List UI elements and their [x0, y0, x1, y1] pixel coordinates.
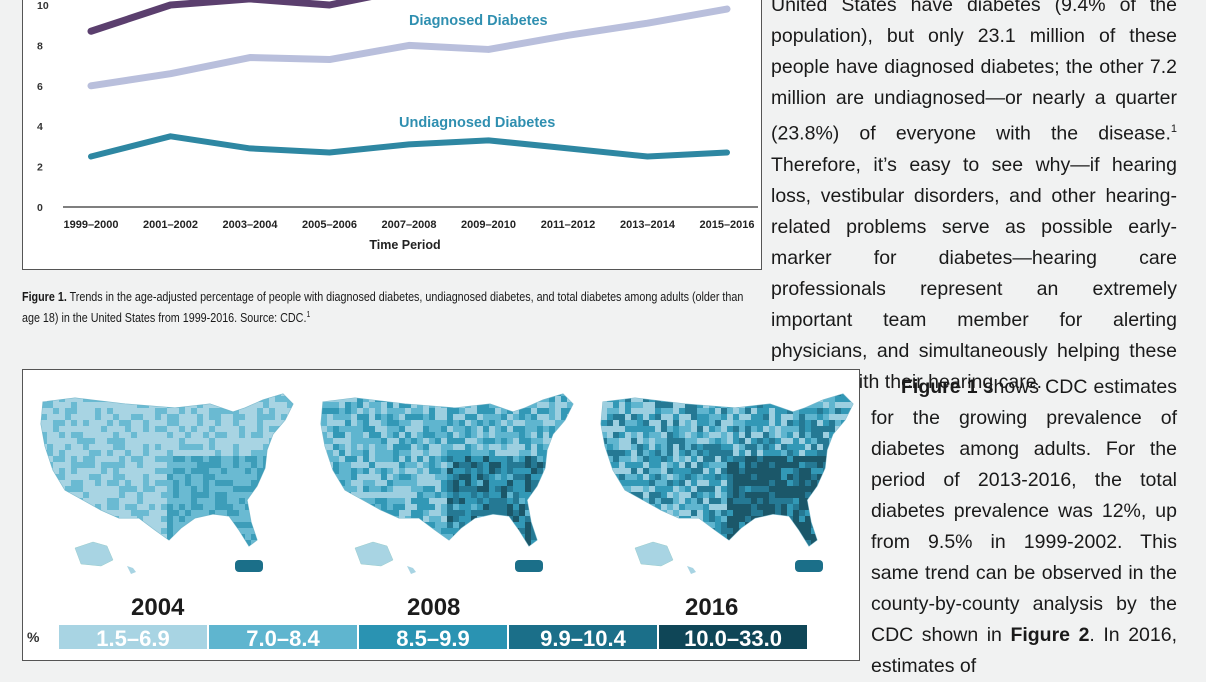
x-tick-label: 2009–2010	[461, 219, 516, 231]
puerto-rico-inset	[795, 560, 823, 572]
figure2-ref: Figure 2	[1010, 624, 1089, 646]
legend-bin-5: 10.0–33.0	[659, 625, 807, 649]
paragraph-1-text: United States have diabetes (9.4% of the…	[771, 0, 1177, 145]
caption-label: Figure 1.	[22, 290, 67, 304]
legend-bin-3-label: 8.5–9.9	[396, 626, 469, 649]
y-tick-label: 10	[37, 0, 49, 12]
figure1-ref: Figure 1	[901, 376, 978, 398]
figure2-maps: 2004 2008 2016 % 1.5–6.9 7.0–8.4 8.5–9.9…	[22, 369, 860, 661]
map-2008	[315, 390, 579, 552]
year-label-2008: 2008	[407, 594, 460, 622]
legend-bin-4: 9.9–10.4	[509, 625, 657, 649]
x-tick-label: 2001–2002	[143, 219, 198, 231]
alaska-inset	[355, 542, 393, 566]
caption-ref: 1	[306, 310, 310, 319]
y-tick-label: 6	[37, 81, 43, 93]
x-tick-label: 2015–2016	[699, 219, 754, 231]
legend-bin-1-label: 1.5–6.9	[96, 626, 169, 649]
paragraph-2: Figure 1 shows CDC estimates for the gro…	[871, 372, 1177, 682]
y-tick-label: 0	[37, 202, 43, 214]
figure1-chart: 0 2 4 6 8 10 1999–2000 2001–2002 2003–2004 2005–2…	[22, 0, 762, 270]
y-tick-label: 8	[37, 40, 43, 52]
puerto-rico-inset	[515, 560, 543, 572]
legend-bin-5-label: 10.0–33.0	[684, 626, 782, 649]
caption-text: Trends in the age-adjusted percentage of…	[22, 290, 743, 325]
map-2004	[35, 390, 299, 552]
paragraph-1: United States have diabetes (9.4% of the…	[771, 0, 1177, 398]
x-tick-label: 1999–2000	[63, 219, 118, 231]
county-cells	[35, 390, 299, 552]
hawaii-inset	[407, 566, 416, 574]
alaska-inset	[75, 542, 113, 566]
body-text-column-2: Figure 1 shows CDC estimates for the gro…	[871, 372, 1177, 682]
x-tick-label: 2003–2004	[222, 219, 278, 231]
legend-bin-2-label: 7.0–8.4	[246, 626, 319, 649]
map-2016	[595, 390, 859, 552]
paragraph-2-text: shows CDC estimates for the growing prev…	[871, 376, 1177, 646]
alaska-inset	[635, 542, 673, 566]
x-tick-label: 2005–2006	[302, 219, 357, 231]
x-tick-label: 2013–2014	[620, 219, 676, 231]
year-label-2004: 2004	[131, 594, 184, 622]
hawaii-inset	[687, 566, 696, 574]
y-tick-label: 4	[37, 121, 43, 133]
year-label-2016: 2016	[685, 594, 738, 622]
x-axis-label: Time Period	[369, 238, 440, 252]
legend-percent: %	[27, 629, 39, 645]
puerto-rico-inset	[235, 560, 263, 572]
legend-bin-4-label: 9.9–10.4	[540, 626, 626, 649]
label-undiagnosed: Undiagnosed Diabetes	[399, 115, 555, 131]
body-text-column: United States have diabetes (9.4% of the…	[771, 0, 1177, 398]
label-diagnosed: Diagnosed Diabetes	[409, 13, 548, 29]
line-chart-svg: 0 2 4 6 8 10 1999–2000 2001–2002 2003–2004 2005–2…	[23, 0, 761, 269]
y-tick-label: 2	[37, 162, 43, 174]
county-cells	[315, 390, 579, 552]
x-tick-label: 2007–2008	[381, 219, 436, 231]
legend-bin-3: 8.5–9.9	[359, 625, 507, 649]
legend-bin-1: 1.5–6.9	[59, 625, 207, 649]
series-line-2	[91, 136, 727, 156]
paragraph-1-ref: 1	[1171, 123, 1177, 135]
legend-bin-2: 7.0–8.4	[209, 625, 357, 649]
hawaii-inset	[127, 566, 136, 574]
x-tick-label: 2011–2012	[541, 219, 595, 231]
county-cells	[595, 390, 859, 552]
figure1-caption: Figure 1. Trends in the age-adjusted per…	[22, 288, 762, 327]
paragraph-1-cont: Therefore, it’s easy to see why—if heari…	[771, 154, 1177, 393]
